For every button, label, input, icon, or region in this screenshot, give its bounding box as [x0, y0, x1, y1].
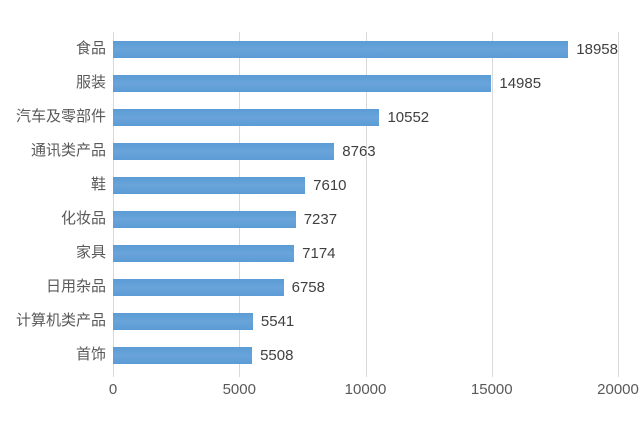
bar-row: 7610	[113, 168, 618, 202]
category-label: 首饰	[75, 346, 106, 363]
category-label: 化妆品	[60, 210, 106, 227]
bar	[113, 40, 569, 58]
x-tick-label: 0	[108, 381, 118, 398]
bar	[113, 312, 253, 330]
value-label: 5508	[260, 346, 294, 364]
bar-row: 5508	[113, 338, 618, 372]
gridline	[365, 32, 367, 377]
gridline	[113, 32, 114, 377]
bar	[113, 74, 492, 92]
value-label: 7174	[302, 244, 336, 262]
x-tick-label: 10000	[344, 381, 387, 398]
gridline	[618, 32, 619, 377]
category-label: 服装	[75, 74, 106, 91]
value-label: 5541	[260, 312, 295, 330]
category-label: 食品	[75, 40, 106, 57]
bar	[113, 346, 253, 364]
category-label: 日用杂品	[45, 278, 106, 295]
x-tick-label: 5000	[222, 381, 256, 398]
gridline	[239, 32, 241, 377]
bar-row: 14985	[113, 66, 618, 100]
category-label: 汽车及零部件	[15, 108, 106, 125]
value-label: 14985	[499, 74, 542, 92]
value-label: 7237	[303, 210, 338, 228]
category-label: 鞋	[90, 176, 106, 193]
plot-area: 18958 14985 10552 8763 7610 7237 7174 6758 5541 5…	[113, 32, 619, 377]
category-label: 通讯类产品	[30, 142, 106, 159]
value-label: 8763	[342, 142, 376, 160]
bar-row: 8763	[113, 134, 618, 168]
bar	[113, 244, 295, 262]
bar-row: 5541	[113, 304, 618, 338]
x-tick-label: 20000	[597, 381, 639, 398]
category-labels: 食品服装汽车及零部件通讯类产品鞋化妆品家具日用杂品计算机类产品首饰	[0, 32, 106, 372]
bar	[113, 142, 335, 160]
bar	[113, 108, 380, 126]
bar-row: 10552	[113, 100, 618, 134]
category-label: 计算机类产品	[15, 312, 106, 329]
x-axis-labels: 0 5000 10000 15000 20000	[109, 381, 639, 401]
value-label: 10552	[387, 108, 430, 126]
category-label: 家具	[75, 244, 106, 261]
x-tick-label: 15000	[470, 381, 513, 398]
value-label: 6758	[291, 278, 325, 296]
value-label: 7610	[313, 176, 347, 194]
bar-row: 7237	[113, 202, 618, 236]
bar-row: 18958	[113, 32, 618, 66]
bar-row: 7174	[113, 236, 618, 270]
value-label: 18958	[576, 40, 618, 58]
gridline	[491, 32, 493, 377]
bar	[113, 278, 284, 296]
bar-row: 6758	[113, 270, 618, 304]
bar	[113, 176, 306, 194]
bar	[113, 210, 296, 228]
